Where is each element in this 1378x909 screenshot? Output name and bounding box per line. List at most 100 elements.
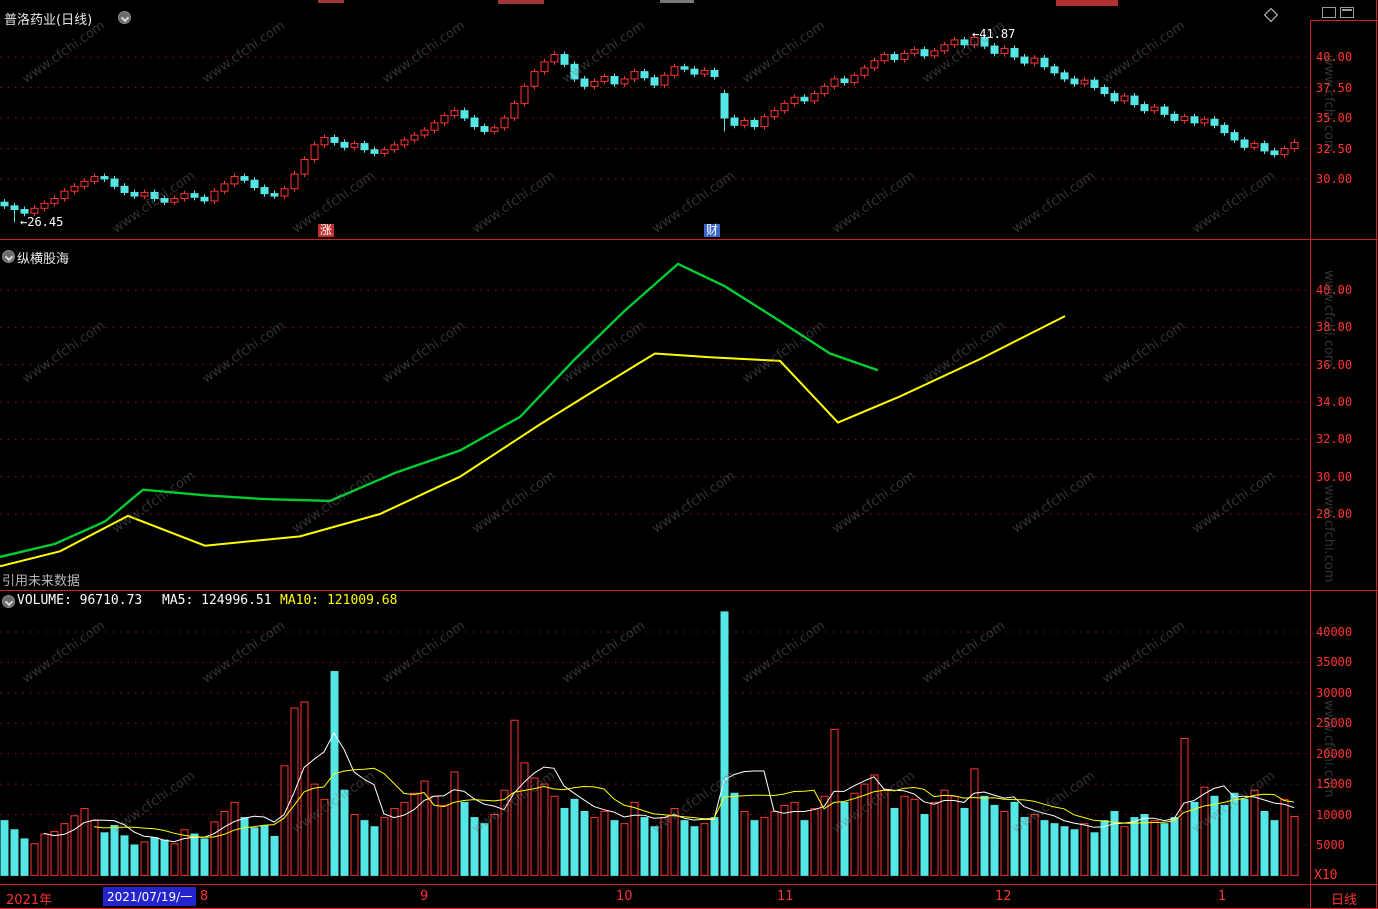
candle-body[interactable] <box>150 191 159 200</box>
volume-bar[interactable] <box>1080 823 1089 876</box>
candle-body[interactable] <box>580 78 589 87</box>
candle-body[interactable] <box>110 178 119 187</box>
volume-bar[interactable] <box>1010 801 1019 876</box>
volume-bar[interactable] <box>320 798 329 876</box>
volume-bar[interactable] <box>170 843 179 876</box>
volume-bar[interactable] <box>530 777 539 876</box>
candle-body[interactable] <box>1230 132 1239 141</box>
candle-body[interactable] <box>220 183 229 192</box>
volume-bar[interactable] <box>1150 820 1159 876</box>
candle-body[interactable] <box>1040 57 1049 68</box>
volume-bar[interactable] <box>780 804 789 876</box>
candle-body[interactable] <box>60 190 69 200</box>
volume-bar[interactable] <box>380 817 389 876</box>
candle-body[interactable] <box>490 127 499 132</box>
volume-bar[interactable] <box>1290 816 1299 876</box>
volume-bar[interactable] <box>250 827 259 876</box>
volume-bar[interactable] <box>460 801 469 876</box>
volume-bar[interactable] <box>620 823 629 876</box>
volume-bar[interactable] <box>980 795 989 876</box>
volume-bar[interactable] <box>1230 792 1239 876</box>
candle-body[interactable] <box>1210 118 1219 126</box>
volume-bar[interactable] <box>1280 798 1289 876</box>
volume-bar[interactable] <box>1040 820 1049 876</box>
volume-bar[interactable] <box>860 783 869 876</box>
candle-body[interactable] <box>850 74 859 84</box>
candle-body[interactable] <box>860 67 869 76</box>
candle-body[interactable] <box>1110 93 1119 102</box>
volume-bar[interactable] <box>500 789 509 876</box>
volume-bar[interactable] <box>300 701 309 876</box>
volume-bar[interactable] <box>1220 804 1229 876</box>
candle-body[interactable] <box>1130 95 1139 106</box>
candle-body[interactable] <box>280 188 289 197</box>
candle-body[interactable] <box>510 102 519 119</box>
candle-body[interactable] <box>1180 116 1189 121</box>
volume-bar[interactable] <box>70 815 79 876</box>
candle-body[interactable] <box>80 180 89 187</box>
candle-body[interactable] <box>130 191 139 197</box>
candle-body[interactable] <box>90 176 99 182</box>
candle-body[interactable] <box>820 85 829 95</box>
volume-bar[interactable] <box>820 795 829 876</box>
volume-bar[interactable] <box>160 839 169 876</box>
candle-body[interactable] <box>470 117 479 128</box>
candle-body[interactable] <box>830 78 839 87</box>
volume-bar[interactable] <box>770 811 779 876</box>
candle-body[interactable] <box>620 78 629 85</box>
event-marker[interactable]: 财 <box>704 223 721 237</box>
candle-body[interactable] <box>1260 143 1269 152</box>
candle-body[interactable] <box>170 198 179 203</box>
candle-body[interactable] <box>1070 78 1079 85</box>
volume-bar[interactable] <box>550 795 559 876</box>
candle-body[interactable] <box>120 185 129 193</box>
volume-bar[interactable] <box>750 820 759 876</box>
volume-bar[interactable] <box>720 611 729 876</box>
candle-body[interactable] <box>1140 104 1149 112</box>
candle-body[interactable] <box>340 141 349 148</box>
volume-bar[interactable] <box>1100 820 1109 876</box>
volume-bar[interactable] <box>1030 814 1039 876</box>
volume-bar[interactable] <box>1000 811 1009 876</box>
volume-bar[interactable] <box>30 843 39 876</box>
candle-body[interactable] <box>460 110 469 119</box>
window-restore-icon[interactable] <box>1322 7 1336 18</box>
volume-bar[interactable] <box>570 798 579 876</box>
candle-body[interactable] <box>700 69 709 75</box>
volume-bar[interactable] <box>230 801 239 876</box>
candle-body[interactable] <box>1060 72 1069 80</box>
candle-body[interactable] <box>680 66 689 70</box>
candle-body[interactable] <box>270 193 279 197</box>
volume-bar[interactable] <box>120 835 129 876</box>
volume-bar[interactable] <box>210 821 219 876</box>
volume-bar[interactable] <box>310 783 319 876</box>
candle-body[interactable] <box>970 36 979 46</box>
volume-bar[interactable] <box>800 820 809 876</box>
volume-bar[interactable] <box>180 829 189 876</box>
candle-body[interactable] <box>260 187 269 195</box>
volume-bar[interactable] <box>1140 814 1149 876</box>
candle-body[interactable] <box>1160 106 1169 115</box>
candle-body[interactable] <box>140 191 149 197</box>
candle-body[interactable] <box>70 185 79 192</box>
volume-bar[interactable] <box>1020 817 1029 876</box>
candle-body[interactable] <box>330 137 339 143</box>
volume-bar[interactable] <box>80 807 89 876</box>
candle-body[interactable] <box>420 129 429 136</box>
candle-body[interactable] <box>550 54 559 63</box>
volume-bar[interactable] <box>150 837 159 876</box>
candle-body[interactable] <box>390 144 399 151</box>
candle-body[interactable] <box>210 190 219 202</box>
event-marker[interactable]: 涨 <box>318 223 335 237</box>
volume-bar[interactable] <box>1270 820 1279 876</box>
volume-bar[interactable] <box>10 829 19 876</box>
candle-body[interactable] <box>870 60 879 69</box>
volume-bar[interactable] <box>850 792 859 876</box>
volume-bar[interactable] <box>560 807 569 876</box>
candle-body[interactable] <box>1170 113 1179 121</box>
candle-body[interactable] <box>1240 139 1249 148</box>
candle-body[interactable] <box>780 102 789 112</box>
candle-body[interactable] <box>560 54 569 65</box>
candle-body[interactable] <box>160 198 169 203</box>
volume-bar[interactable] <box>260 824 269 876</box>
